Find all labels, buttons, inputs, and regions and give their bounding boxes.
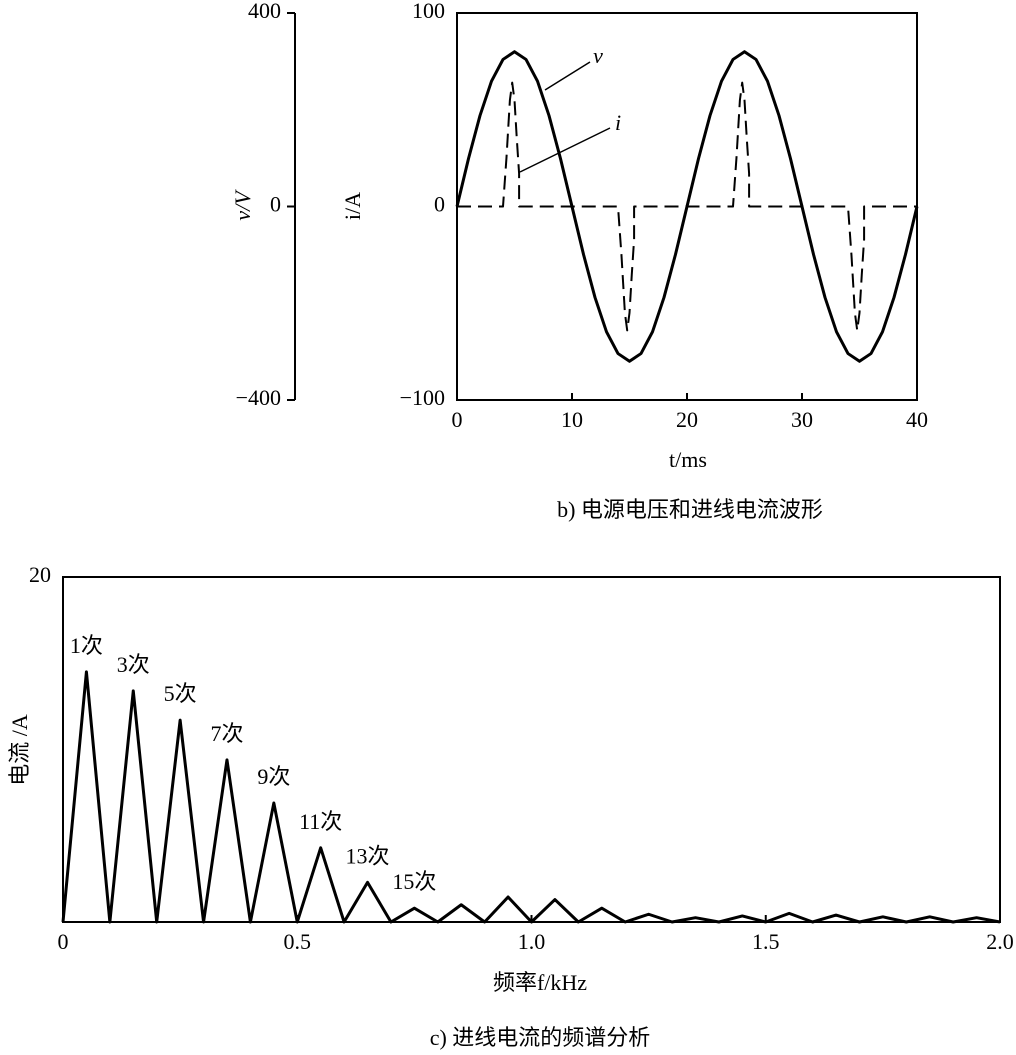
series-line (61, 670, 1001, 924)
peak-label: 13次 (346, 843, 390, 868)
x-axis-label: t/ms (669, 447, 707, 472)
x-tick-label: 10 (561, 407, 583, 432)
peak-label: 1次 (70, 633, 103, 658)
y-tick-label: 100 (412, 0, 445, 23)
y-axis-label: i/A (340, 192, 365, 220)
x-tick-label: 40 (906, 407, 928, 432)
x-tick-label: 1.5 (752, 929, 780, 954)
y-tick-label: 0 (434, 192, 445, 217)
y-tick-label: −100 (400, 385, 445, 410)
leader-line (544, 61, 591, 91)
x-tick-label: 1.0 (518, 929, 546, 954)
x-tick-label: 0 (58, 929, 69, 954)
x-axis-label: 频率f/kHz (493, 970, 587, 995)
x-tick-label: 2.0 (986, 929, 1014, 954)
x-tick-label: 0.5 (284, 929, 312, 954)
y2-tick-label: 400 (248, 0, 281, 23)
series-label: i (615, 110, 621, 135)
peak-label: 9次 (257, 764, 290, 789)
series-line (457, 81, 917, 332)
peak-label: 5次 (164, 681, 197, 706)
x-tick-label: 30 (791, 407, 813, 432)
series-label: v (593, 43, 603, 68)
peak-label: 11次 (299, 809, 342, 834)
x-tick-label: 0 (452, 407, 463, 432)
y2-tick-label: −400 (236, 385, 281, 410)
x-tick-label: 20 (676, 407, 698, 432)
peak-label: 7次 (210, 721, 243, 746)
chart-caption: b) 电源电压和进线电流波形 (557, 497, 823, 522)
y-axis-label: 电流 /A (7, 714, 32, 786)
leader-line (519, 127, 611, 173)
peak-label: 3次 (117, 652, 150, 677)
plot-frame (62, 576, 1001, 923)
peak-label: 15次 (392, 869, 436, 894)
y2-tick-label: 0 (270, 192, 281, 217)
y-tick-label: 20 (29, 562, 51, 587)
y2-axis-label: v/V (230, 189, 255, 221)
chart-caption: c) 进线电流的频谱分析 (430, 1025, 651, 1050)
